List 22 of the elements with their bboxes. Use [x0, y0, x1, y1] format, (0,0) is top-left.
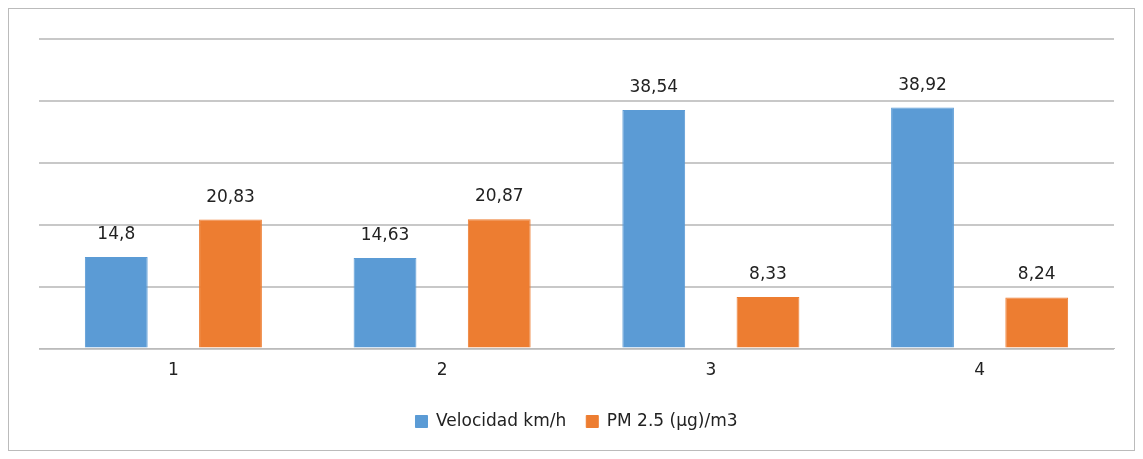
data-label: 14,8	[97, 222, 136, 243]
bar	[84, 256, 148, 348]
data-label: 14,63	[360, 223, 410, 244]
bar	[736, 297, 800, 348]
x-tick-label: 1	[167, 359, 179, 380]
x-tick-label: 4	[974, 359, 986, 380]
bar	[353, 258, 417, 348]
data-label: 20,87	[474, 185, 524, 206]
bar	[622, 109, 686, 348]
legend-label: Velocidad km/h	[436, 409, 567, 430]
x-tick-label: 2	[436, 359, 448, 380]
bar	[1005, 297, 1069, 348]
data-label: 38,92	[898, 73, 947, 94]
legend-label: PM 2.5 (µg)/m3	[606, 409, 738, 430]
data-label: 20,83	[206, 185, 255, 206]
data-label: 8,33	[749, 262, 787, 283]
data-label: 38,54	[629, 75, 679, 96]
x-tick-label: 3	[705, 359, 717, 380]
bar	[199, 219, 262, 348]
bar	[891, 107, 954, 348]
bar	[467, 219, 531, 348]
data-label: 8,24	[1017, 263, 1056, 284]
